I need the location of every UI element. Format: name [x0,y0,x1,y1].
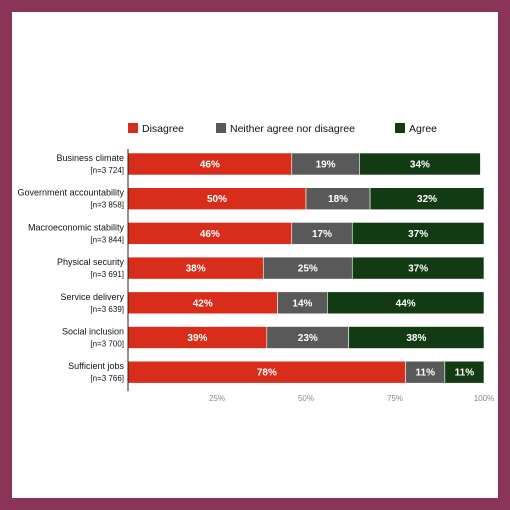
bar-value-label: 23% [298,333,318,344]
x-axis: 25% 50% 75% 100% [127,149,494,403]
legend-label-1: Neither agree nor disagree [230,123,355,135]
category-label: Government accountability [17,188,124,198]
x-tick-label: 100% [474,394,494,403]
stacked-bar-chart: Disagree Neither agree nor disagree Agree … [17,123,494,403]
chart-frame: Disagree Neither agree nor disagree Agree … [12,12,498,498]
bar-value-label: 39% [187,333,207,344]
bar-value-label: 46% [200,160,220,171]
category-label: Service delivery [60,292,124,302]
bar-value-label: 25% [298,264,318,275]
category-sample-size: [n=3 858] [90,201,124,210]
x-tick-label: 50% [298,394,314,403]
bar-segment-agree [351,222,485,245]
legend-swatch-1 [216,123,226,133]
category-sample-size: [n=3 766] [90,374,124,383]
x-tick-label: 75% [387,394,403,403]
bar-value-label: 42% [193,298,213,309]
bar-value-label: 44% [396,298,416,309]
bar-segment-agree [351,256,485,280]
bar-segment-agree [348,326,485,349]
legend-label-0: Disagree [142,123,184,135]
bar-value-label: 19% [316,160,336,171]
x-tick-label: 25% [209,394,225,403]
category-label: Sufficient jobs [68,361,124,371]
bar-value-label: 50% [207,194,227,205]
legend-swatch-0 [128,123,138,133]
legend: Disagree Neither agree nor disagree Agree [128,123,437,135]
bar-value-label: 32% [417,194,437,205]
category-label: Macroeconomic stability [28,222,125,232]
category-label: Social inclusion [62,327,124,337]
category-sample-size: [n=3 691] [90,270,124,279]
bar-value-label: 46% [200,229,220,240]
category-labels: Business climate [n=3 724] Government acco… [17,153,124,383]
bars: 46% 19% 34% 50% 18% 32% 46% 17% 37% 38% 25% 37% 42% 1… [127,152,485,384]
category-sample-size: [n=3 724] [90,166,124,175]
bar-value-label: 37% [408,264,428,275]
legend-swatch-2 [395,123,405,133]
bar-value-label: 18% [328,194,348,205]
bar-value-label: 34% [410,160,430,171]
bar-value-label: 17% [312,229,332,240]
category-sample-size: [n=3 844] [90,235,124,244]
category-label: Business climate [56,153,124,163]
bar-value-label: 11% [416,368,436,379]
bar-value-label: 14% [292,298,312,309]
category-label: Physical security [57,257,125,267]
bar-segment-agree [444,360,485,384]
legend-label-2: Agree [409,123,437,135]
bar-segment-agree [327,291,485,315]
bar-value-label: 11% [455,368,475,379]
bar-value-label: 38% [186,264,206,275]
bar-segment-agree [359,152,481,176]
bar-value-label: 38% [406,333,426,344]
bar-value-label: 78% [257,368,277,379]
bar-segment-agree [369,187,485,210]
category-sample-size: [n=3 700] [90,340,124,349]
bar-value-label: 37% [408,229,428,240]
category-sample-size: [n=3 639] [90,305,124,314]
